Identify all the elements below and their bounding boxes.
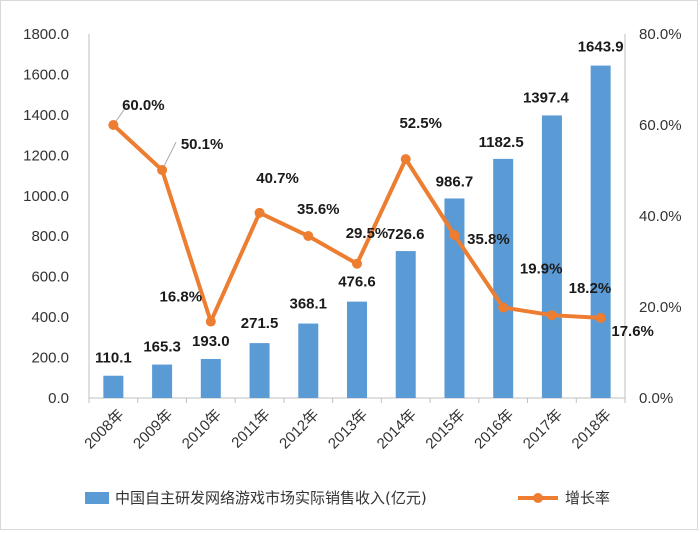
revenue-bar: [249, 343, 270, 398]
growth-rate-point: [303, 231, 314, 242]
growth-rate-data-label: 29.5%: [346, 225, 389, 242]
revenue-bar: [103, 375, 124, 398]
growth-rate-data-label: 52.5%: [399, 115, 442, 132]
x-category-label: 2017年: [520, 406, 566, 452]
label-leader-line: [161, 141, 177, 171]
growth-rate-point: [449, 230, 460, 241]
legend-bar-swatch: [85, 492, 109, 504]
revenue-data-label: 271.5: [241, 315, 279, 332]
growth-rate-data-label: 40.7%: [256, 170, 299, 187]
x-category-label: 2018年: [569, 406, 615, 452]
revenue-bar: [200, 358, 221, 398]
growth-rate-data-label: 50.1%: [181, 136, 224, 153]
growth-rate-data-label: 16.8%: [160, 289, 203, 306]
x-category-label: 2009年: [130, 406, 176, 452]
left-tick-label: 0.0: [48, 390, 69, 407]
revenue-bar: [590, 65, 611, 398]
left-tick-label: 400.0: [31, 309, 69, 326]
revenue-data-label: 986.7: [436, 173, 474, 190]
left-tick-label: 200.0: [31, 350, 69, 367]
revenue-data-label: 110.1: [95, 350, 132, 367]
revenue-data-label: 368.1: [289, 296, 327, 313]
left-tick-label: 1400.0: [23, 107, 69, 124]
growth-rate-data-label: 35.8%: [467, 231, 510, 248]
revenue-bar: [444, 198, 465, 398]
legend-bar-label: 中国自主研发网络游戏市场实际销售收入(亿元): [115, 489, 427, 507]
left-tick-label: 600.0: [31, 269, 69, 286]
left-tick-label: 1000.0: [23, 188, 69, 205]
growth-rate-point: [400, 154, 411, 165]
right-tick-label: 40.0%: [639, 208, 682, 225]
left-tick-label: 800.0: [31, 228, 69, 245]
revenue-data-label: 193.0: [192, 333, 230, 350]
revenue-data-label: 726.6: [387, 226, 425, 243]
x-category-label: 2012年: [276, 406, 322, 452]
growth-rate-point: [254, 207, 265, 218]
left-tick-label: 1600.0: [23, 66, 69, 83]
growth-rate-point: [108, 120, 119, 130]
growth-rate-point: [498, 302, 509, 313]
x-category-label: 2014年: [374, 406, 420, 452]
growth-rate-point: [595, 312, 606, 323]
left-tick-label: 1200.0: [23, 147, 69, 164]
legend-line-marker: [533, 493, 543, 503]
growth-rate-point: [352, 258, 362, 269]
right-tick-label: 20.0%: [639, 299, 682, 316]
right-tick-label: 80.0%: [639, 26, 682, 43]
growth-rate-data-label: 17.6%: [611, 323, 654, 340]
revenue-data-label: 1643.9: [578, 39, 624, 56]
revenue-bar: [347, 301, 367, 398]
revenue-bar: [395, 251, 416, 398]
x-category-label: 2013年: [325, 406, 371, 452]
right-tick-label: 0.0%: [639, 390, 673, 407]
growth-rate-point: [157, 165, 168, 176]
revenue-data-label: 1182.5: [479, 134, 524, 151]
revenue-data-label: 1397.4: [523, 89, 570, 106]
revenue-data-label: 476.6: [338, 274, 376, 291]
growth-rate-point: [546, 310, 557, 321]
revenue-bar: [541, 115, 562, 398]
x-category-label: 2008年: [81, 406, 127, 452]
growth-rate-data-label: 35.6%: [297, 201, 340, 218]
x-category-label: 2010年: [179, 406, 225, 452]
growth-rate-data-label: 18.2%: [569, 280, 612, 297]
x-category-label: 2016年: [471, 406, 517, 452]
revenue-bar: [298, 323, 319, 398]
revenue-data-label: 165.3: [143, 339, 181, 356]
left-tick-label: 1800.0: [23, 26, 69, 43]
growth-rate-point: [205, 316, 216, 327]
revenue-bar: [152, 364, 173, 398]
x-category-label: 2015年: [422, 406, 468, 452]
growth-rate-data-label: 60.0%: [122, 97, 165, 114]
growth-rate-data-label: 19.9%: [520, 260, 563, 277]
revenue-bar: [493, 158, 514, 398]
legend-line-label: 增长率: [565, 489, 610, 507]
right-tick-label: 60.0%: [639, 117, 682, 134]
x-category-label: 2011年: [228, 406, 273, 451]
